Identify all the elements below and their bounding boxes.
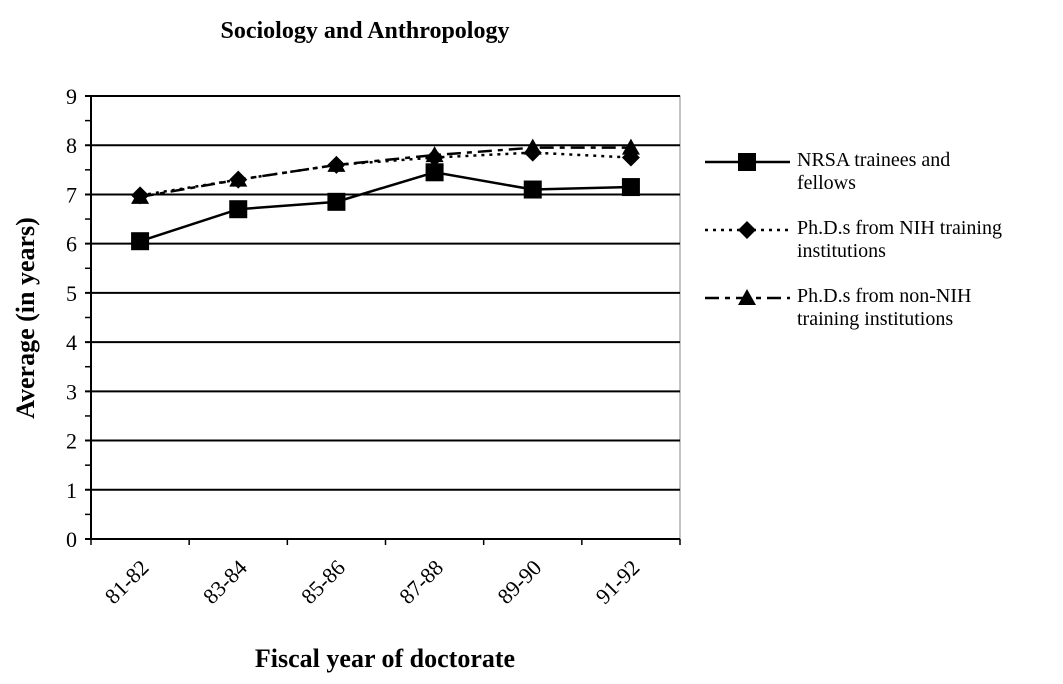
- y-tick-label: 2: [66, 429, 77, 454]
- y-tick-label: 8: [66, 133, 77, 158]
- x-tick-label: 83-84: [198, 555, 252, 609]
- data-point: [229, 200, 248, 219]
- y-tick-label: 0: [66, 527, 77, 552]
- data-point: [131, 187, 150, 204]
- y-tick-label: 9: [66, 84, 77, 109]
- data-point: [229, 170, 248, 187]
- legend-label: Ph.D.s from NIH training institutions: [797, 217, 1002, 262]
- y-tick-label: 5: [66, 281, 77, 306]
- data-point: [327, 155, 346, 172]
- x-axis-label: Fiscal year of doctorate: [255, 644, 515, 673]
- legend-marker: [738, 153, 756, 171]
- x-tick-label: 89-90: [492, 555, 546, 609]
- data-point: [523, 180, 542, 199]
- legend-marker: [738, 221, 756, 239]
- y-axis-label: Average (in years): [11, 217, 40, 419]
- x-tick-label: 87-88: [394, 555, 448, 609]
- y-tick-label: 7: [66, 182, 77, 207]
- y-tick-label: 1: [66, 478, 77, 503]
- data-point: [425, 163, 444, 182]
- y-tick-label: 3: [66, 379, 77, 404]
- data-point: [523, 138, 542, 155]
- data-point: [327, 192, 346, 211]
- legend-label: NRSA trainees and fellows: [797, 149, 951, 194]
- series-line: [139, 146, 631, 199]
- legend-marker: [738, 289, 756, 305]
- x-tick-label: 81-82: [100, 555, 154, 609]
- y-tick-label: 4: [66, 330, 77, 355]
- data-point: [621, 138, 640, 155]
- data-point: [131, 232, 150, 251]
- series-line: [139, 171, 631, 243]
- y-tick-label: 6: [66, 232, 77, 257]
- legend-label: Ph.D.s from non-NIH training institution…: [797, 285, 972, 330]
- chart-title: Sociology and Anthropology: [221, 18, 510, 44]
- data-point: [621, 178, 640, 197]
- x-tick-label: 91-92: [590, 555, 644, 609]
- plot-area: [90, 95, 681, 540]
- data-point: [425, 146, 444, 163]
- x-tick-label: 85-86: [296, 555, 350, 609]
